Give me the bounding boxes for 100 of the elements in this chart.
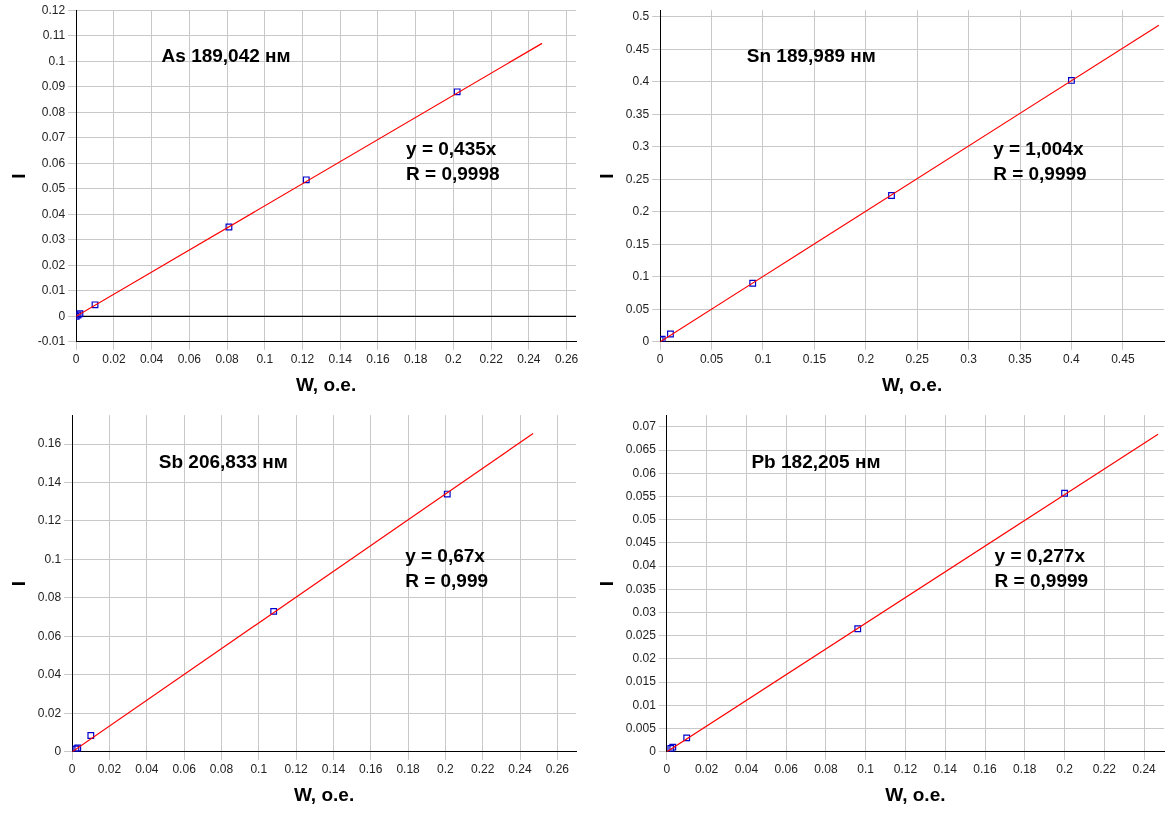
x-tick-label: 0.1 bbox=[256, 352, 274, 367]
y-tick-label: 0.07 bbox=[632, 419, 657, 434]
y-tick-label: 0.01 bbox=[41, 283, 66, 298]
annotation: Sb 206,833 нм bbox=[158, 450, 288, 472]
y-tick-label: 0.11 bbox=[42, 28, 66, 43]
y-tick-label: 0.03 bbox=[632, 604, 657, 619]
y-tick-label: 0.16 bbox=[37, 436, 62, 451]
y-tick-label: 0.12 bbox=[37, 513, 62, 528]
y-tick-label: 0.05 bbox=[625, 301, 650, 316]
y-tick-label: 0.02 bbox=[632, 651, 657, 666]
x-tick-label: 0.18 bbox=[403, 352, 428, 367]
x-tick-label: 0.02 bbox=[97, 762, 122, 777]
x-tick-label: 0.26 bbox=[554, 352, 579, 367]
point bbox=[1061, 489, 1068, 497]
point bbox=[854, 625, 862, 633]
x-tick-label: 0.14 bbox=[933, 762, 958, 777]
y-tick-label: 0.2 bbox=[632, 204, 650, 219]
x-tick-label: 0.14 bbox=[328, 352, 353, 367]
x-tick-label: 0.06 bbox=[774, 762, 799, 777]
x-tick-label: 0 bbox=[663, 762, 671, 777]
y-axis-title: I bbox=[7, 173, 29, 179]
y-tick-label: 0.065 bbox=[625, 442, 657, 457]
x-tick-label: 0.16 bbox=[973, 762, 998, 777]
y-tick-label: 0.15 bbox=[625, 236, 650, 251]
x-tick-label: 0.24 bbox=[1132, 762, 1157, 777]
x-tick-label: 0.12 bbox=[893, 762, 918, 777]
y-tick-label: 0.4 bbox=[632, 74, 650, 89]
x-tick-label: 0.08 bbox=[209, 762, 234, 777]
annotation: As 189,042 нм bbox=[161, 44, 291, 66]
y-tick-label: 0.07 bbox=[41, 130, 66, 145]
point bbox=[270, 607, 278, 615]
y-tick-label: 0 bbox=[649, 744, 657, 759]
y-tick-label: 0.02 bbox=[37, 705, 62, 720]
y-axis-title: I bbox=[7, 580, 29, 587]
x-tick-label: 0.02 bbox=[694, 762, 719, 777]
annotation: y = 0,277x R = 0,9999 bbox=[994, 544, 1089, 591]
y-tick-label: 0.005 bbox=[625, 720, 657, 735]
y-tick-label: 0.04 bbox=[37, 667, 62, 682]
y-tick-label: 0.09 bbox=[41, 79, 66, 94]
x-tick-label: 0.2 bbox=[437, 762, 455, 777]
point bbox=[453, 88, 461, 96]
y-tick-label: 0.025 bbox=[625, 628, 657, 643]
point bbox=[667, 330, 674, 338]
y-axis-title: I bbox=[595, 580, 617, 587]
x-tick-label: 0.12 bbox=[290, 352, 315, 367]
x-tick-label: 0.06 bbox=[172, 762, 197, 777]
y-tick-label: 0.5 bbox=[632, 9, 650, 24]
y-tick-label: 0.06 bbox=[37, 628, 62, 643]
x-tick-label: 0.1 bbox=[857, 762, 875, 777]
point bbox=[302, 176, 310, 184]
x-tick-label: 0.1 bbox=[250, 762, 268, 777]
annotation: y = 0,67x R = 0,999 bbox=[405, 544, 489, 591]
y-tick-label: 0.1 bbox=[44, 551, 62, 566]
y-tick-label: 0.45 bbox=[625, 41, 650, 56]
x-tick-label: 0.16 bbox=[359, 762, 383, 777]
x-tick-label: 0 bbox=[68, 762, 76, 777]
y-tick-label: 0 bbox=[54, 744, 62, 759]
x-tick-label: 0.06 bbox=[177, 352, 202, 367]
x-axis-title: W, о.е. bbox=[881, 373, 943, 395]
annotation: Pb 182,205 нм bbox=[751, 450, 881, 472]
x-tick-label: 0.02 bbox=[102, 352, 126, 367]
x-tick-label: 0.2 bbox=[445, 352, 463, 367]
y-tick-label: 0.25 bbox=[625, 171, 650, 186]
x-tick-label: 0.22 bbox=[1092, 762, 1117, 777]
x-tick-label: 0.2 bbox=[1056, 762, 1074, 777]
y-axis-title: I bbox=[595, 173, 617, 179]
y-tick-label: 0.05 bbox=[41, 181, 66, 196]
y-tick-label: 0.02 bbox=[41, 257, 66, 272]
y-tick-label: 0.08 bbox=[37, 590, 62, 605]
point bbox=[91, 301, 99, 309]
y-tick-label: 0.05 bbox=[632, 511, 657, 526]
x-tick-label: 0.26 bbox=[545, 762, 570, 777]
x-tick-label: 0.4 bbox=[1063, 352, 1081, 367]
y-tick-label: 0.06 bbox=[632, 465, 657, 480]
y-tick-label: 0.12 bbox=[41, 2, 66, 17]
x-tick-label: 0.1 bbox=[754, 352, 772, 367]
x-axis-title: W, о.е. bbox=[293, 783, 355, 805]
y-tick-label: 0.08 bbox=[41, 104, 66, 119]
y-tick-label: 0.1 bbox=[48, 53, 66, 68]
x-tick-label: 0.22 bbox=[479, 352, 504, 367]
y-tick-label: 0.1 bbox=[632, 269, 650, 284]
x-tick-label: 0.15 bbox=[802, 352, 827, 367]
x-tick-label: 0.22 bbox=[471, 762, 495, 777]
x-tick-label: 0.24 bbox=[517, 352, 541, 367]
x-tick-label: 0.04 bbox=[135, 762, 159, 777]
y-tick-label: 0.14 bbox=[37, 474, 62, 489]
y-tick-label: 0.03 bbox=[41, 232, 66, 247]
x-tick-label: 0.2 bbox=[857, 352, 875, 367]
x-tick-label: 0.35 bbox=[1008, 352, 1033, 367]
y-tick-label: -0.01 bbox=[37, 334, 66, 349]
x-tick-label: 0.25 bbox=[905, 352, 930, 367]
x-tick-label: 0.45 bbox=[1111, 352, 1135, 367]
annotation: Sn 189,989 нм bbox=[746, 44, 876, 66]
y-tick-label: 0.35 bbox=[625, 106, 650, 121]
y-tick-label: 0.04 bbox=[632, 558, 657, 573]
point bbox=[87, 732, 95, 739]
x-tick-label: 0.18 bbox=[396, 762, 421, 777]
annotation: y = 0,435x R = 0,9998 bbox=[406, 137, 500, 184]
point bbox=[749, 279, 757, 287]
y-tick-label: 0 bbox=[642, 334, 650, 349]
